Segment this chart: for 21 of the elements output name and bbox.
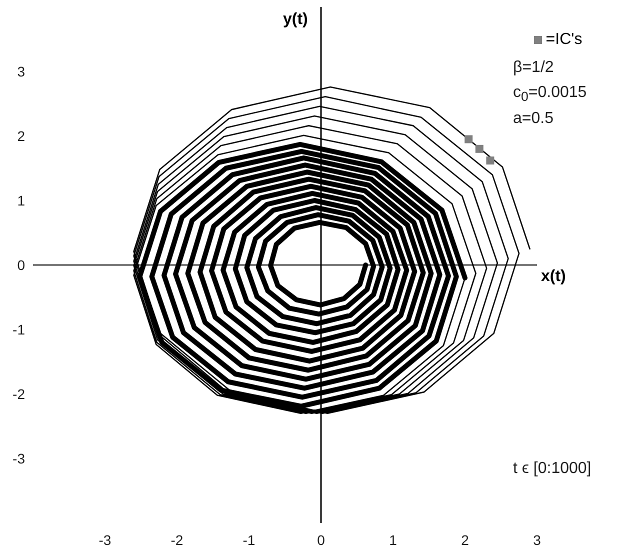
x-tick-label: 0 [317,532,326,548]
x-tick-label: 2 [461,532,470,548]
x-tick-label: -1 [242,532,256,548]
y-tick-label: 0 [17,256,26,273]
x-axis-title: x(t) [541,268,566,286]
annotation: c$_{0}$=0.0015 [513,84,587,106]
x-tick-label: -2 [170,532,184,548]
x-tick-label: -3 [98,532,112,548]
y-axis-title: y(t) [283,11,308,29]
y-tick-label: 1 [17,192,26,208]
y-tick-label: 2 [17,128,26,144]
annotation: t ϵ [0:1000] [513,460,592,478]
y-tick-label: -1 [12,321,26,338]
annotation: a=0.5 [513,110,554,128]
annotation: β=1/2 [513,59,554,77]
x-tick-label: 1 [389,532,398,548]
legend-label: =IC's [546,31,582,48]
x-tick-label: 3 [533,532,542,548]
y-tick-label: 3 [17,63,26,80]
y-tick-label: -2 [12,386,26,402]
y-tick-label: -3 [12,450,26,466]
